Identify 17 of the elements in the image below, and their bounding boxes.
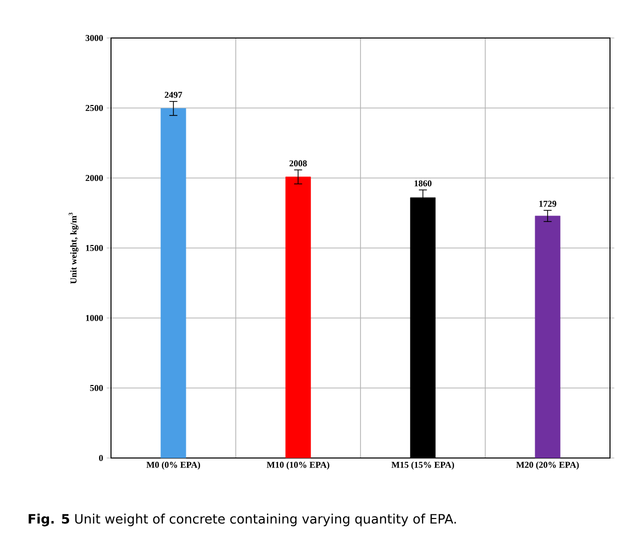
x-tick-label: M20 (20% EPA) xyxy=(516,462,579,470)
x-tick-label: M0 (0% EPA) xyxy=(146,462,200,470)
y-axis-title: Unit weight, kg/m$^{3}$ xyxy=(68,212,78,284)
data-label: 1729 xyxy=(539,200,556,207)
data-label: 2497 xyxy=(164,92,182,98)
y-tick-label: 1500 xyxy=(86,244,103,252)
x-tick-label: M10 (10% EPA) xyxy=(266,462,330,470)
data-label: 1860 xyxy=(414,180,432,186)
y-tick-label: 500 xyxy=(90,384,103,392)
y-tick-label: 3000 xyxy=(86,34,103,42)
text: Fig. 5 Unit weight of concrete containing varying quantity of EPA. xyxy=(28,514,456,526)
y-tick-label: 0 xyxy=(99,454,103,462)
y-tick-label: 2500 xyxy=(86,104,103,112)
data-label: 2008 xyxy=(290,160,307,166)
y-tick-label: 2000 xyxy=(86,174,103,182)
x-tick-label: M15 (15% EPA) xyxy=(391,462,454,470)
y-tick-label: 1000 xyxy=(86,314,103,322)
